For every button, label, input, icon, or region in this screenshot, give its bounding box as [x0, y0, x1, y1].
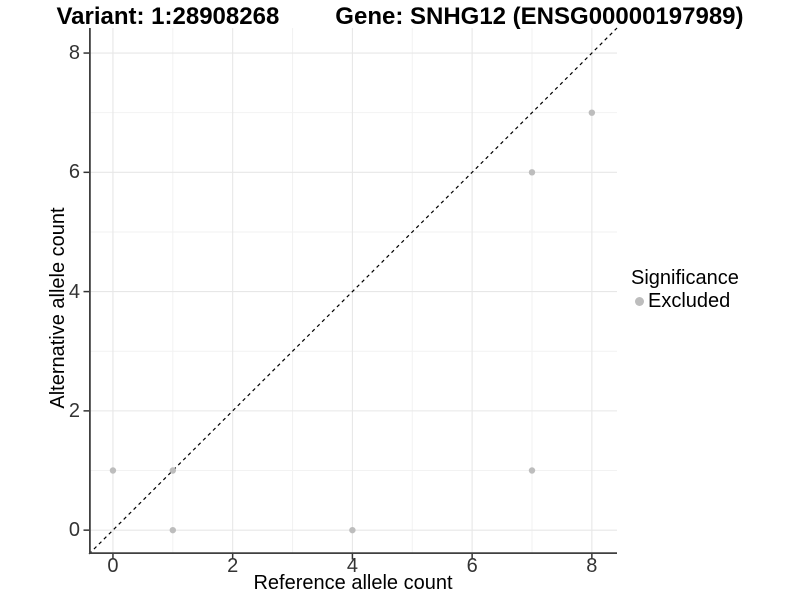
x-tick-label: 4 [346, 555, 358, 577]
plot-panel [83, 27, 618, 560]
y-tick-label: 2 [68, 399, 80, 422]
y-tick-label: 6 [68, 161, 80, 184]
plot-title: Variant: 1:28908268 Gene: SNHG12 (ENSG00… [0, 4, 800, 30]
data-point [109, 467, 117, 474]
legend-title: Significance [631, 267, 739, 289]
data-point [528, 169, 536, 176]
data-point [528, 467, 536, 474]
x-axis-tick-labels: 0 2 4 6 8 [89, 556, 617, 578]
legend-point-icon [635, 297, 644, 306]
plot-title-gene: Gene: SNHG12 (ENSG00000197989) [335, 3, 744, 30]
x-tick-label: 8 [586, 555, 598, 577]
y-tick-label: 4 [68, 280, 80, 303]
x-tick-label: 6 [466, 555, 478, 577]
data-point [588, 109, 596, 116]
plot-title-variant: Variant: 1:28908268 [56, 3, 280, 30]
y-axis-tick-labels: 0 2 4 6 8 [36, 28, 80, 554]
x-tick-label: 2 [227, 555, 239, 577]
identity-dashed-line [88, 27, 618, 555]
x-axis-title: Reference allele count [253, 572, 453, 594]
y-tick-label: 0 [68, 519, 80, 542]
plot-area [83, 27, 618, 560]
legend-item-excluded: Excluded [631, 290, 799, 313]
data-point [169, 526, 177, 534]
data-point [349, 526, 356, 534]
y-axis-title: Alternative allele count [47, 207, 69, 409]
x-tick-label: 0 [107, 555, 119, 577]
data-point [169, 467, 177, 474]
legend: Significance Excluded [631, 267, 799, 313]
y-tick-label: 8 [68, 42, 80, 65]
legend-item-label: Excluded [648, 290, 731, 312]
